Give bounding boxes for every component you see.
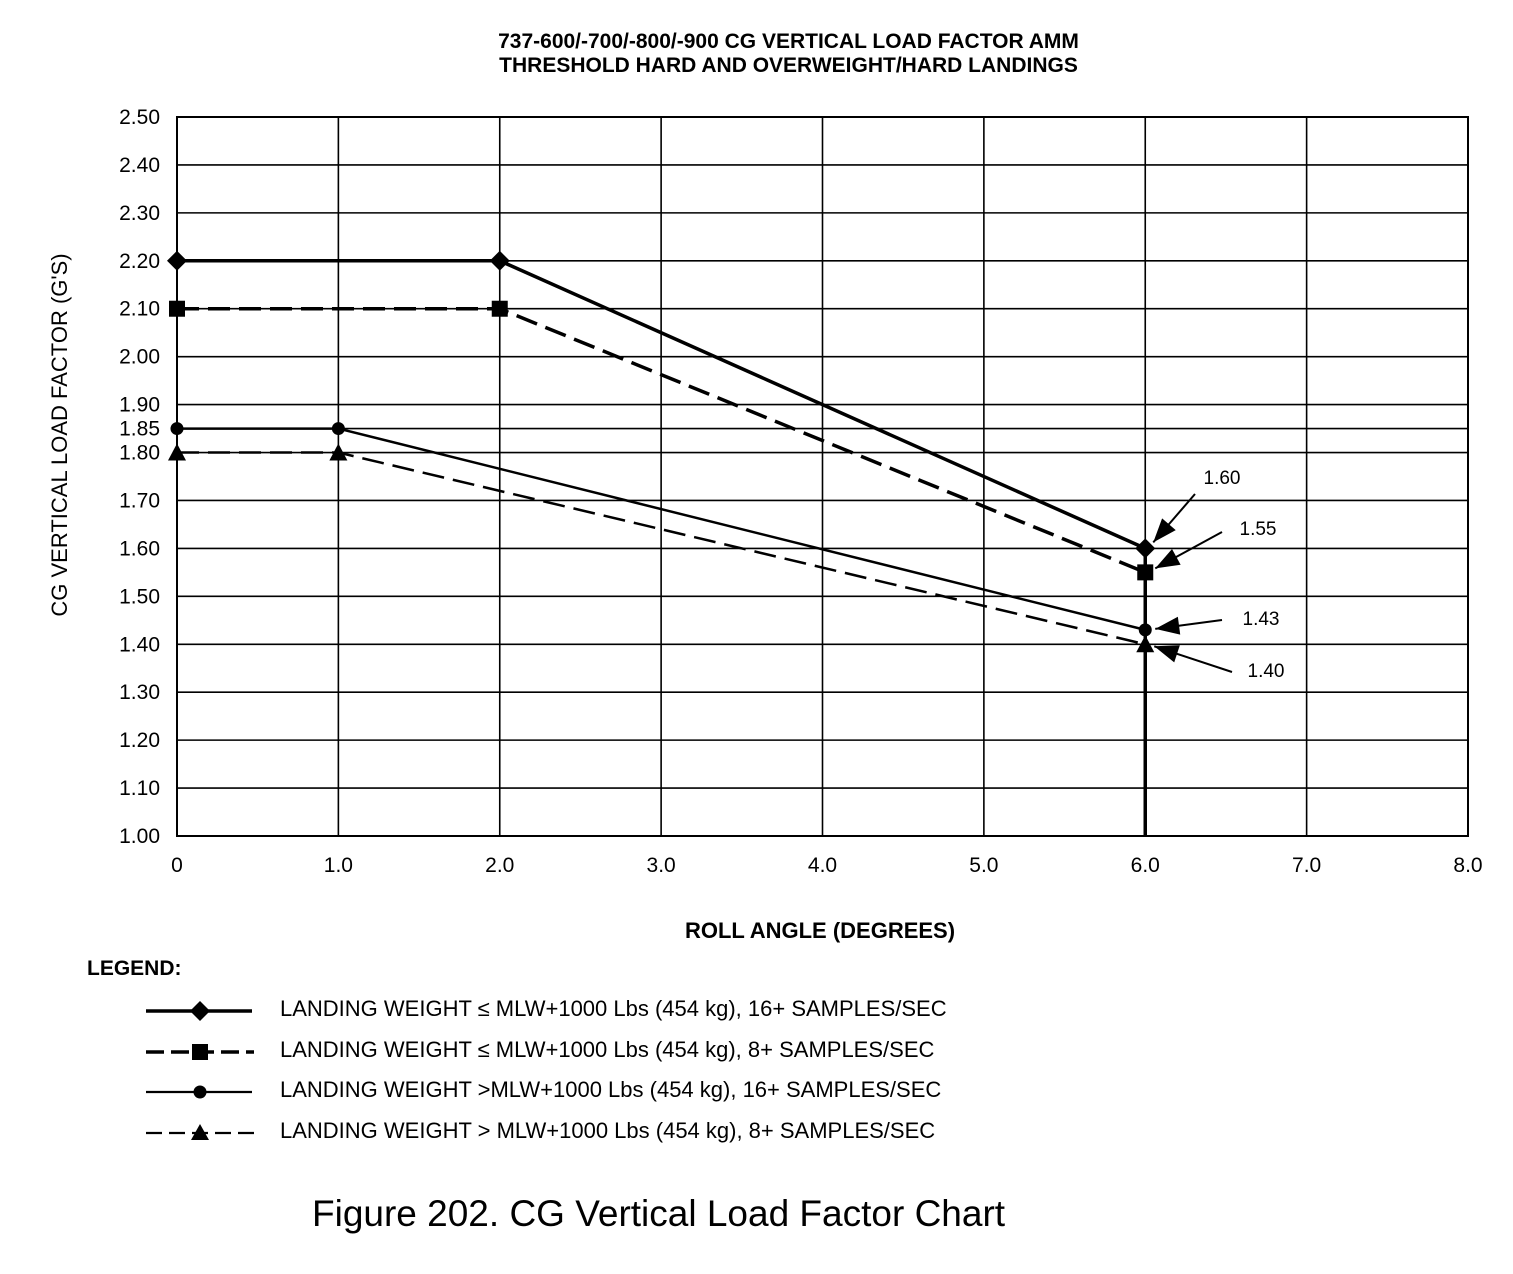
legend-label-2: LANDING WEIGHT ≤ MLW+1000 Lbs (454 kg), …	[280, 1037, 935, 1062]
legend-entry-3: LANDING WEIGHT >MLW+1000 Lbs (454 kg), 1…	[140, 1077, 1140, 1107]
x-tick-label: 3.0	[647, 854, 676, 877]
square-marker	[169, 300, 185, 317]
square-marker	[1137, 564, 1154, 581]
y-tick-label: 1.40	[119, 633, 160, 656]
y-tick-label: 1.70	[119, 489, 160, 512]
annotation-arrowhead	[1155, 548, 1181, 569]
legend-entry-2: LANDING WEIGHT ≤ MLW+1000 Lbs (454 kg), …	[140, 1037, 1140, 1067]
y-tick-label: 2.10	[119, 298, 160, 321]
x-axis-label: ROLL ANGLE (DEGREES)	[684, 918, 956, 943]
legend-swatch-square	[146, 1044, 254, 1060]
legend-swatch-circle	[146, 1085, 252, 1099]
y-axis-label: CG VERTICAL LOAD FACTOR (G'S)	[47, 253, 72, 617]
y-tick-label: 1.50	[119, 585, 160, 608]
y-tick-label: 1.85	[119, 418, 160, 441]
y-tick-label: 2.40	[119, 154, 160, 177]
circle-marker	[1138, 623, 1152, 637]
triangle-marker	[329, 443, 348, 461]
annotation-label: 1.40	[1248, 661, 1285, 682]
legend-label-4: LANDING WEIGHT > MLW+1000 Lbs (454 kg), …	[280, 1118, 936, 1143]
chart-title-line-1: 737-600/-700/-800/-900 CG VERTICAL LOAD …	[498, 30, 1079, 53]
legend-swatch-diamond	[146, 1001, 252, 1021]
x-tick-label: 8.0	[1453, 854, 1482, 877]
plot-frame	[176, 116, 1469, 837]
y-tick-label: 2.20	[119, 250, 160, 273]
grid-lines	[176, 116, 1469, 837]
y-tick-label: 2.00	[119, 346, 160, 369]
value-annotations: 1.60 1.55 1.43 1.40	[1152, 468, 1285, 682]
annotation-arrowhead	[1154, 645, 1180, 663]
x-tick-label: 1.0	[324, 854, 353, 877]
y-tick-label: 1.60	[119, 537, 160, 560]
x-tick-label: 5.0	[969, 854, 998, 877]
diamond-marker	[489, 250, 510, 271]
legend-entry-1: LANDING WEIGHT ≤ MLW+1000 Lbs (454 kg), …	[140, 996, 1140, 1026]
diamond-marker	[1135, 538, 1156, 559]
y-tick-label: 1.80	[119, 442, 160, 465]
circle-marker	[331, 422, 345, 436]
y-tick-labels: 1.00 1.10 1.20 1.30 1.40 1.50 1.60 1.70 1.801.85…	[119, 106, 160, 848]
legend-label-1: LANDING WEIGHT ≤ MLW+1000 Lbs (454 kg), …	[280, 996, 947, 1021]
triangle-marker	[1136, 635, 1155, 653]
circle-marker	[170, 422, 184, 436]
annotation-label: 1.43	[1243, 609, 1280, 630]
x-tick-label: 0	[171, 854, 183, 877]
square-marker	[491, 300, 508, 317]
legend-label-3: LANDING WEIGHT >MLW+1000 Lbs (454 kg), 1…	[280, 1077, 942, 1102]
series-markers	[167, 250, 1156, 653]
annotation-label: 1.60	[1204, 468, 1241, 489]
legend-entry-4: LANDING WEIGHT > MLW+1000 Lbs (454 kg), …	[140, 1118, 1140, 1148]
annotation-label: 1.55	[1240, 519, 1277, 540]
chart-title-line-2: THRESHOLD HARD AND OVERWEIGHT/HARD LANDI…	[499, 54, 1078, 77]
y-tick-label: 1.20	[119, 729, 160, 752]
x-tick-label: 6.0	[1131, 854, 1160, 877]
x-tick-labels: 0 1.0 2.0 3.0 4.0 5.0 6.0 7.0 8.0	[171, 854, 1482, 877]
y-tick-label: 1.90	[119, 394, 160, 417]
diamond-marker	[167, 250, 187, 271]
y-tick-label: 1.00	[119, 825, 160, 848]
annotation-arrowhead	[1155, 616, 1181, 635]
y-tick-label: 1.30	[119, 681, 160, 704]
x-tick-label: 7.0	[1292, 854, 1321, 877]
x-tick-label: 2.0	[485, 854, 514, 877]
x-tick-label: 4.0	[808, 854, 837, 877]
y-tick-label: 1.10	[119, 777, 160, 800]
legend-title: LEGEND:	[87, 957, 182, 980]
y-tick-label: 2.50	[119, 106, 160, 129]
y-tick-label: 2.30	[119, 202, 160, 225]
annotation-arrowhead	[1153, 518, 1176, 543]
triangle-marker	[168, 443, 186, 461]
figure-caption: Figure 202. CG Vertical Load Factor Char…	[312, 1193, 1006, 1234]
legend-swatch-triangle	[146, 1124, 254, 1140]
